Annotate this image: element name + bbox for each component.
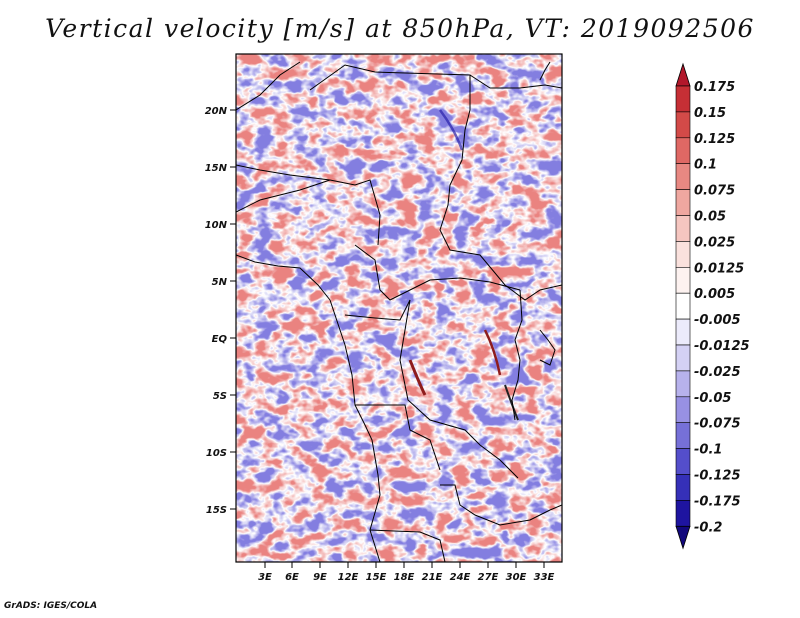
lon-tick-label: 18E	[394, 572, 415, 583]
colorbar-segment	[675, 500, 691, 527]
colorbar-label: 0.125	[694, 132, 735, 147]
colorbar-top-arrow	[675, 62, 691, 87]
lon-tick-label: 3E	[258, 572, 272, 583]
lon-tick-label: 9E	[313, 572, 327, 583]
colorbar-label: 0.025	[694, 235, 735, 250]
longitude-axis: 3E 6E 9E 12E 15E 18E 21E 24E 27E 30E 33E	[258, 562, 555, 583]
colorbar-label: -0.0125	[694, 339, 750, 354]
lat-tick-label: 15S	[206, 505, 227, 516]
lat-tick-label: 5N	[212, 277, 228, 288]
lon-tick-label: 24E	[450, 572, 471, 583]
country-borders	[236, 61, 562, 562]
lon-tick-label: 6E	[285, 572, 299, 583]
colorbar-segment	[675, 318, 691, 346]
colorbar-label: -0.1	[694, 443, 722, 458]
colorbar-segment	[675, 422, 691, 449]
lon-tick-label: 12E	[338, 572, 359, 583]
colorbar-segment	[675, 111, 691, 139]
map-frame	[235, 53, 563, 563]
colorbar-segment	[675, 137, 691, 165]
vertical-velocity-field	[236, 54, 562, 562]
lon-tick-label: 15E	[366, 572, 387, 583]
colorbar-segment	[675, 292, 691, 320]
lat-tick-label: 15N	[205, 163, 228, 174]
lon-tick-label: 33E	[534, 572, 555, 583]
colorbar-segment	[675, 266, 691, 294]
colorbar-label: 0.1	[694, 158, 717, 173]
colorbar-segment	[675, 474, 691, 501]
colorbar-label: -0.005	[694, 313, 741, 328]
lat-tick-label: 20N	[205, 106, 228, 117]
colorbar-segment	[675, 396, 691, 423]
footer-credit: GrADS: IGES/COLA	[4, 601, 98, 611]
colorbar-segment	[675, 215, 691, 242]
colorbar-label: -0.075	[694, 417, 741, 432]
colorbar-label: 0.05	[694, 210, 726, 225]
colorbar-label: -0.125	[694, 469, 741, 484]
lat-tick-label: 10N	[205, 220, 228, 231]
colorbar: 0.175 0.15 0.125 0.1 0.075 0.05 0.025 0.0125 0.0…	[675, 62, 750, 550]
lat-tick-label: 5S	[213, 391, 227, 402]
lat-tick-label: EQ	[212, 334, 228, 345]
colorbar-label: 0.0125	[694, 261, 744, 276]
colorbar-label: -0.025	[694, 365, 741, 380]
colorbar-segment	[675, 370, 691, 398]
lat-tick-label: 10S	[206, 448, 227, 459]
colorbar-label: 0.005	[694, 287, 735, 302]
colorbar-segment	[675, 344, 691, 372]
colorbar-bottom-arrow	[675, 525, 691, 550]
colorbar-label: 0.075	[694, 184, 735, 199]
lon-tick-label: 30E	[506, 572, 527, 583]
colorbar-label: 0.15	[694, 106, 726, 121]
colorbar-label: -0.175	[694, 494, 741, 509]
colorbar-segment	[675, 448, 691, 475]
colorbar-segment	[675, 189, 691, 216]
colorbar-label: -0.2	[694, 520, 722, 535]
colorbar-label: -0.05	[694, 391, 731, 406]
colorbar-segment	[675, 163, 691, 190]
colorbar-segment	[675, 85, 691, 113]
colorbar-label: 0.175	[694, 80, 735, 95]
colorbar-segment	[675, 241, 691, 268]
lon-tick-label: 27E	[478, 572, 499, 583]
map-title: Vertical velocity [m/s] at 850hPa, VT: 2…	[45, 14, 755, 43]
lon-tick-label: 21E	[422, 572, 443, 583]
latitude-axis: 20N 15N 10N 5N EQ 5S 10S 15S	[205, 106, 236, 516]
